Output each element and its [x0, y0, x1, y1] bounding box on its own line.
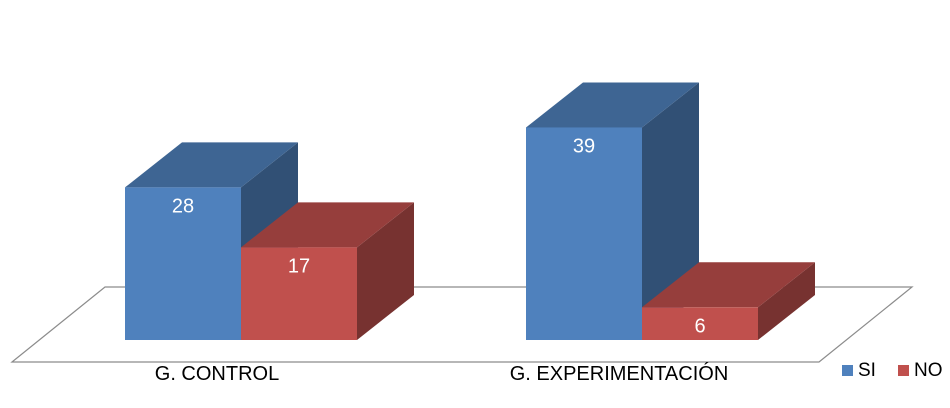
category-label-1: G. CONTROL — [155, 363, 279, 385]
bar-front-face — [125, 187, 241, 340]
labels-layer: 28 17 G. CONTROL 39 6 G. EXPERIMENTACIÓN — [155, 135, 729, 385]
category-label-2: G. EXPERIMENTACIÓN — [510, 362, 729, 385]
legend: SI NO — [842, 360, 943, 381]
bar-no-2 — [642, 262, 815, 340]
bar-no-1 — [241, 202, 414, 340]
bar-top-face — [642, 262, 815, 308]
bar-top-face — [526, 82, 699, 128]
bar-top-face — [125, 142, 298, 188]
bars-layer — [125, 82, 815, 340]
data-label-no-2: 6 — [694, 315, 705, 337]
bar-front-face — [526, 127, 642, 340]
bar-top-face — [241, 202, 414, 248]
bar-side-face — [357, 202, 414, 340]
bar-front-face — [241, 247, 357, 340]
bar-si-2 — [526, 82, 699, 340]
data-label-si-2: 39 — [573, 135, 595, 157]
bar-front-face — [642, 307, 758, 340]
legend-swatch-si — [842, 365, 853, 376]
chart-floor — [10, 286, 914, 363]
legend-label-si: SI — [858, 360, 876, 381]
bar-side-face — [758, 262, 815, 340]
data-label-si-1: 28 — [172, 195, 194, 217]
data-label-no-1: 17 — [288, 255, 310, 277]
legend-swatch-no — [898, 365, 909, 376]
legend-label-no: NO — [914, 360, 943, 381]
